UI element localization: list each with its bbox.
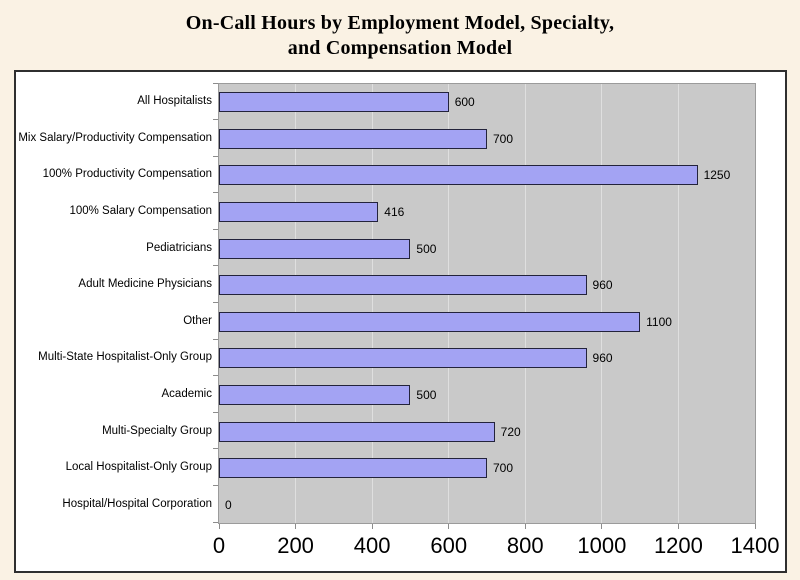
category-label: Multi-State Hospitalist-Only Group bbox=[38, 351, 212, 364]
page-title: On-Call Hours by Employment Model, Speci… bbox=[0, 11, 800, 61]
page-title-line2: and Compensation Model bbox=[287, 37, 513, 59]
category-label: Hospital/Hospital Corporation bbox=[62, 497, 212, 510]
gridline bbox=[524, 84, 526, 523]
x-tick bbox=[754, 524, 756, 529]
y-tick bbox=[213, 484, 218, 486]
bar-value-label: 1250 bbox=[703, 168, 731, 183]
bar bbox=[219, 92, 449, 113]
x-tick bbox=[448, 524, 450, 529]
bar bbox=[219, 348, 587, 369]
gridline bbox=[448, 84, 450, 523]
category-label: 100% Salary Compensation bbox=[69, 205, 212, 218]
bar-value-label: 1100 bbox=[646, 314, 672, 329]
bar-value-label: 500 bbox=[416, 387, 437, 402]
bar bbox=[219, 311, 641, 332]
category-label: 100% Productivity Compensation bbox=[42, 168, 212, 181]
bar-value-label: 960 bbox=[592, 351, 613, 366]
x-tick-label: 600 bbox=[430, 533, 468, 558]
y-tick bbox=[213, 411, 218, 413]
x-tick-label: 200 bbox=[277, 533, 314, 558]
bar bbox=[219, 421, 495, 442]
y-tick bbox=[213, 155, 218, 157]
y-tick bbox=[213, 82, 218, 84]
gridline bbox=[295, 84, 297, 523]
chart-frame: All Hospitalists Mix Salary/Productivity … bbox=[14, 70, 787, 573]
y-tick bbox=[213, 192, 218, 194]
bar-value-label: 700 bbox=[493, 461, 514, 476]
x-tick-label: 1200 bbox=[653, 533, 703, 558]
x-tick-label: 400 bbox=[353, 533, 391, 558]
bar-value-label: 0 bbox=[225, 497, 232, 512]
x-tick-label: 0 bbox=[212, 533, 226, 558]
bar bbox=[219, 458, 487, 479]
y-tick bbox=[213, 375, 218, 377]
bar-value-label: 960 bbox=[592, 278, 613, 293]
bar-value-label: 720 bbox=[500, 424, 521, 439]
bar bbox=[219, 165, 698, 186]
y-tick bbox=[213, 448, 218, 450]
category-label: Adult Medicine Physicians bbox=[78, 278, 212, 291]
category-label: Local Hospitalist-Only Group bbox=[65, 461, 212, 474]
bar-value-label: 500 bbox=[416, 241, 437, 256]
gridline bbox=[371, 84, 373, 523]
gridline bbox=[677, 84, 679, 523]
x-tick-label: 1000 bbox=[577, 533, 627, 558]
category-label: Academic bbox=[161, 387, 213, 400]
x-tick bbox=[601, 524, 603, 529]
plot-area: 600 700 1250 416 500 960 1100 960 500 720 700 0 bbox=[218, 83, 756, 524]
y-tick bbox=[213, 302, 218, 303]
x-tick bbox=[371, 524, 373, 529]
gridline bbox=[601, 84, 603, 523]
category-label: Multi-Specialty Group bbox=[102, 424, 212, 437]
x-tick bbox=[524, 524, 526, 529]
bar bbox=[219, 128, 487, 149]
bar bbox=[219, 384, 411, 405]
x-tick bbox=[218, 524, 220, 529]
x-tick-label: 1400 bbox=[730, 533, 780, 558]
page-title-line1: On-Call Hours by Employment Model, Speci… bbox=[185, 12, 615, 34]
x-tick bbox=[677, 524, 679, 529]
bar bbox=[219, 238, 411, 259]
x-tick-label: 800 bbox=[506, 533, 544, 558]
y-tick bbox=[213, 119, 218, 121]
y-tick bbox=[213, 265, 218, 267]
bar bbox=[219, 202, 379, 223]
category-label: Pediatricians bbox=[146, 241, 212, 254]
category-label: Other bbox=[183, 314, 212, 327]
bar-value-label: 416 bbox=[384, 205, 405, 220]
y-tick bbox=[213, 338, 218, 340]
y-tick bbox=[213, 521, 218, 523]
x-tick bbox=[295, 524, 297, 529]
category-label: All Hospitalists bbox=[137, 95, 212, 108]
y-tick bbox=[213, 228, 218, 230]
category-label: Mix Salary/Productivity Compensation bbox=[18, 131, 212, 144]
bar-value-label: 600 bbox=[454, 95, 475, 110]
bar-value-label: 700 bbox=[493, 131, 514, 146]
bar bbox=[219, 275, 587, 296]
